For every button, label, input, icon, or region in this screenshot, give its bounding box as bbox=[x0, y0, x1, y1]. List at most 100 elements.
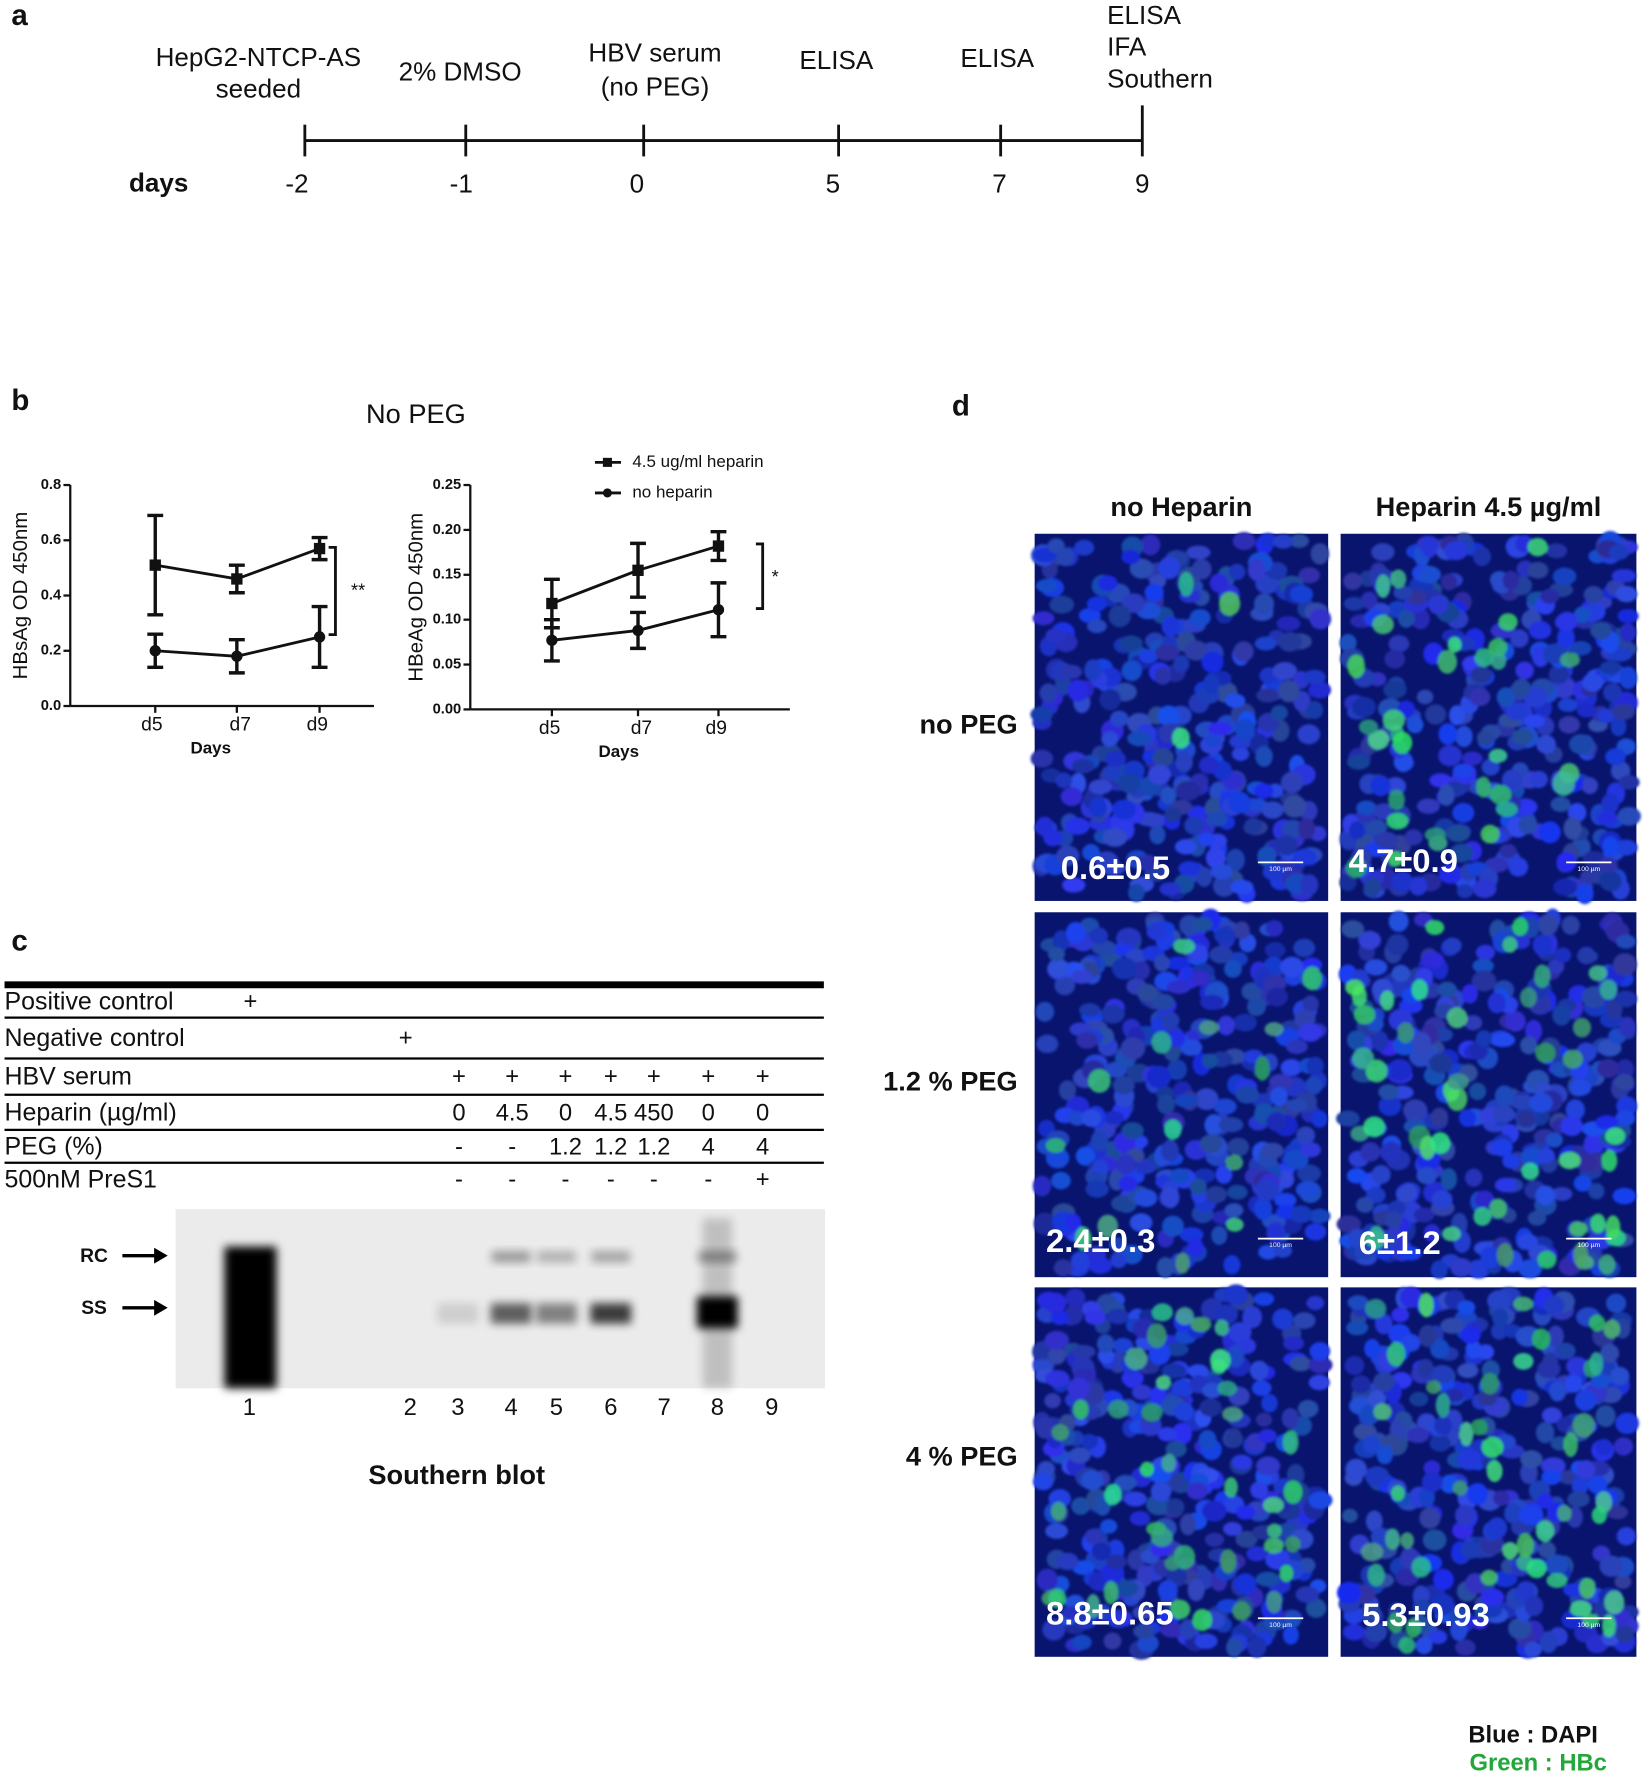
nucleus bbox=[1588, 1182, 1605, 1200]
nucleus bbox=[1171, 1422, 1193, 1445]
nucleus bbox=[1550, 796, 1571, 813]
nucleus bbox=[1272, 534, 1294, 549]
nucleus bbox=[1308, 1374, 1331, 1391]
nucleus bbox=[1098, 575, 1118, 591]
nucleus bbox=[1619, 666, 1638, 690]
nucleus bbox=[1537, 1359, 1561, 1379]
nucleus bbox=[1114, 1579, 1139, 1597]
nucleus bbox=[1079, 1003, 1101, 1017]
hbc-cell bbox=[1496, 1243, 1514, 1267]
hbc-cell bbox=[1411, 1556, 1431, 1578]
nucleus bbox=[1290, 1205, 1313, 1224]
nucleus bbox=[1440, 573, 1458, 591]
nucleus bbox=[1089, 797, 1107, 818]
hbc-cell bbox=[1558, 1151, 1581, 1170]
nucleus bbox=[1146, 922, 1167, 941]
nucleus bbox=[1230, 879, 1254, 895]
blot-band bbox=[591, 1251, 631, 1263]
nucleus bbox=[1399, 1246, 1422, 1261]
hbc-cell bbox=[1498, 613, 1518, 631]
hbc-cell bbox=[1488, 748, 1508, 763]
nucleus bbox=[1339, 633, 1357, 652]
days-label: days bbox=[129, 168, 188, 198]
nucleus bbox=[1490, 1322, 1508, 1340]
nucleus bbox=[1174, 839, 1197, 855]
hbc-cell bbox=[1155, 1375, 1172, 1390]
nucleus bbox=[1565, 1099, 1585, 1121]
nucleus bbox=[1358, 930, 1382, 950]
hbc-cell bbox=[1602, 1614, 1616, 1638]
nucleus bbox=[1496, 687, 1516, 708]
nucleus bbox=[1469, 688, 1491, 707]
nucleus bbox=[1159, 882, 1181, 896]
event-label: (no PEG) bbox=[601, 71, 710, 101]
nucleus bbox=[1111, 799, 1136, 820]
table-cell: - bbox=[607, 1166, 615, 1193]
hbc-cell bbox=[1380, 990, 1395, 1011]
nucleus bbox=[1196, 866, 1213, 887]
nucleus bbox=[1132, 1605, 1154, 1620]
nucleus bbox=[1601, 793, 1619, 815]
marker bbox=[149, 645, 161, 657]
nucleus bbox=[1036, 1034, 1059, 1054]
nucleus bbox=[1615, 585, 1638, 603]
nucleus bbox=[1419, 1507, 1441, 1529]
nucleus bbox=[1617, 806, 1641, 826]
nucleus bbox=[1511, 728, 1534, 746]
nucleus bbox=[1129, 1511, 1151, 1526]
row-label: HBV serum bbox=[5, 1062, 132, 1090]
cells bbox=[1032, 908, 1331, 1278]
nucleus bbox=[1595, 1405, 1616, 1428]
hbc-cell bbox=[1535, 1520, 1555, 1542]
nucleus bbox=[1509, 629, 1529, 648]
nucleus bbox=[1409, 1391, 1429, 1407]
nucleus bbox=[1598, 856, 1618, 875]
nucleus bbox=[1421, 951, 1445, 969]
nucleus bbox=[1108, 604, 1131, 628]
hbc-cell bbox=[1513, 1352, 1534, 1370]
nucleus bbox=[1161, 1215, 1185, 1237]
nucleus bbox=[1388, 910, 1409, 932]
hbc-cell bbox=[1430, 1132, 1451, 1154]
event-label: IFA bbox=[1107, 32, 1147, 62]
nucleus bbox=[1280, 771, 1304, 793]
nucleus bbox=[1518, 1504, 1544, 1526]
nucleus bbox=[1518, 815, 1538, 835]
nucleus bbox=[1157, 1580, 1178, 1602]
nucleus bbox=[1055, 772, 1073, 789]
nucleus bbox=[1343, 596, 1365, 611]
nucleus bbox=[1203, 673, 1220, 695]
nucleus bbox=[1249, 1360, 1269, 1381]
nucleus bbox=[1161, 615, 1180, 637]
hbc-cell bbox=[1199, 1020, 1220, 1035]
nucleus bbox=[1472, 958, 1494, 974]
scale-bar-label: 100 µm bbox=[1269, 1242, 1292, 1249]
hbc-cell bbox=[1572, 1017, 1592, 1038]
nucleus bbox=[1032, 1472, 1054, 1491]
nucleus bbox=[1502, 570, 1520, 590]
nucleus bbox=[1233, 641, 1254, 662]
nucleus bbox=[1449, 705, 1465, 726]
nucleus bbox=[1272, 661, 1298, 681]
nucleus bbox=[1429, 773, 1452, 788]
nucleus bbox=[1058, 1080, 1077, 1101]
nucleus bbox=[1490, 1033, 1516, 1048]
nucleus bbox=[1611, 568, 1637, 583]
nucleus bbox=[1494, 1177, 1517, 1193]
hbc-cell bbox=[1546, 1573, 1568, 1588]
nucleus bbox=[1076, 1032, 1099, 1049]
nucleus bbox=[1244, 817, 1263, 834]
hbc-cell bbox=[1569, 1221, 1588, 1237]
nucleus bbox=[1201, 1382, 1223, 1399]
x-tick-label: d7 bbox=[230, 714, 251, 735]
nucleus bbox=[1136, 854, 1159, 871]
nucleus bbox=[1371, 1165, 1391, 1185]
nucleus bbox=[1477, 1344, 1495, 1360]
hbc-cell bbox=[1147, 1323, 1167, 1348]
nucleus bbox=[1300, 1142, 1321, 1158]
nucleus bbox=[1251, 1380, 1272, 1396]
nucleus bbox=[1574, 1389, 1597, 1412]
nucleus bbox=[1416, 1167, 1438, 1185]
hbc-cell bbox=[1537, 1250, 1557, 1269]
nucleus bbox=[1139, 649, 1159, 664]
